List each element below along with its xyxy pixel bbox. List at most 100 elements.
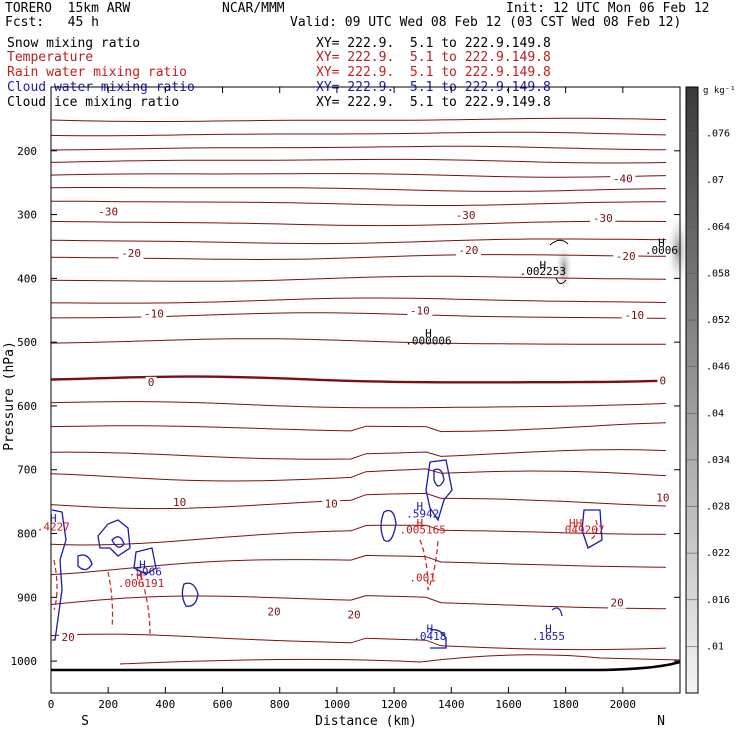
y-tick-label: 800 [17, 528, 37, 541]
maximum-label: H [425, 327, 432, 340]
maximum-label: .000006 [405, 335, 451, 348]
legend-name-temperature: Temperature [7, 50, 94, 65]
temperature-isotherm [50, 492, 667, 510]
north-label: N [657, 714, 665, 729]
temperature-label-bg [608, 597, 627, 609]
colorbar-label: .01 [706, 641, 724, 652]
maximum-label: H [658, 236, 665, 249]
rain-water-contour [139, 573, 151, 635]
temperature-label: 10 [173, 496, 186, 509]
plot-border [50, 86, 681, 694]
rain-water-contour [419, 539, 439, 591]
temperature-isotherm [50, 220, 667, 227]
temperature-label-bg [621, 309, 647, 321]
maximum-label: .001 [409, 571, 436, 584]
temperature-label-bg [455, 244, 481, 256]
maximum-label: HH [569, 517, 582, 530]
maximum-label: H [545, 622, 552, 635]
temperature-isotherm [50, 422, 667, 433]
colorbar-label: .046 [706, 362, 730, 373]
cloud-water-contour [97, 519, 131, 557]
y-tick-label: 400 [17, 272, 37, 285]
cloud-water-contour [133, 547, 157, 575]
colorbar-label: .07 [706, 175, 724, 186]
temperature-label-bg [653, 492, 672, 504]
y-tick-label: 700 [17, 464, 37, 477]
temperature-label: 20 [347, 609, 360, 622]
maximum-label: H [417, 517, 424, 530]
cloud-water-contour [425, 459, 453, 522]
maximum-label: .4227 [37, 520, 70, 533]
maximum-label: .005165 [400, 524, 446, 537]
temperature-label-bg [453, 209, 479, 221]
colorbar: .076 .07 .064 .058 .052 .046 .04 .034 .028 .022 .0… [685, 86, 730, 694]
temperature-label: -10 [144, 308, 164, 321]
colorbar-label: .034 [706, 455, 730, 466]
temperature-label-bg [95, 206, 121, 218]
colorbar-unit: g kg⁻¹ [703, 86, 736, 96]
maximum-label: .5942 [406, 508, 439, 521]
legend-name-snow: Snow mixing ratio [7, 36, 141, 51]
legend-name-rain: Rain water mixing ratio [7, 65, 188, 80]
temperature-label: -30 [593, 212, 613, 225]
x-tick-label: 1800 [552, 698, 579, 711]
model-title: TORERO 15km ARW [5, 1, 131, 16]
rain-water-contour [107, 571, 114, 629]
axes: 0 200 400 600 800 1000 1200 1400 1600 1800 2000200… [11, 86, 680, 711]
x-tick-label: 800 [270, 698, 290, 711]
temperature-label: 20 [610, 597, 623, 610]
cloud-water-contour [51, 509, 67, 641]
colorbar-scale [685, 86, 699, 694]
temperature-label: 10 [656, 491, 669, 504]
colorbar-label: .022 [706, 548, 730, 559]
x-tick-label: 1000 [324, 698, 351, 711]
colorbar-label: .04 [706, 408, 724, 419]
maximum-label: .0006 [645, 244, 678, 257]
x-tick-label: 0 [48, 698, 55, 711]
cloud-water-contour [181, 582, 199, 607]
temperature-isotherm [50, 145, 666, 151]
y-tick-label: 1000 [11, 655, 38, 668]
cloud-water-contours [51, 459, 603, 649]
rain-water-contour [53, 559, 58, 611]
legend-xy-temperature: XY= 222.9. 5.1 to 222.9.149.8 [316, 50, 551, 65]
temperature-isotherm [119, 654, 681, 665]
valid-time: Valid: 09 UTC Wed 08 Feb 12 (03 CST Wed … [290, 15, 682, 30]
maximum-label: H [539, 259, 546, 272]
temperature-label: 20 [267, 606, 280, 619]
temperature-isotherm [50, 338, 667, 345]
temperature-isotherm [50, 131, 667, 137]
temperature-isotherm [50, 633, 667, 651]
maximum-label: .049207 [558, 524, 604, 537]
maximum-label: H [139, 559, 146, 572]
temperature-isotherm [50, 254, 667, 261]
x-tick-label: 1400 [438, 698, 465, 711]
temperature-label: 0 [148, 376, 155, 389]
init-time: Init: 12 UTC Mon 06 Feb 12 [506, 1, 710, 16]
y-tick-label: 600 [17, 400, 37, 413]
temperature-isotherm [50, 275, 667, 282]
center-title: NCAR/MMM [222, 1, 285, 16]
maximum-label: H [50, 512, 57, 525]
temperature-isotherm [50, 238, 666, 245]
maximum-label: .002253 [520, 265, 566, 278]
cloud-water-contour [77, 554, 93, 571]
colorbar-label: .064 [706, 222, 730, 233]
y-tick-label: 200 [17, 145, 37, 158]
temperature-label: 10 [325, 498, 338, 511]
colorbar-label: .058 [706, 268, 730, 279]
rain-water-contours [53, 239, 598, 635]
forecast-hour: Fcst: 45 h [5, 15, 99, 30]
y-tick-label: 500 [17, 336, 37, 349]
temperature-label-bg [265, 606, 284, 618]
temperature-label: 20 [62, 631, 75, 644]
x-tick-label: 600 [213, 698, 233, 711]
legend-xy-snow: XY= 222.9. 5.1 to 222.9.149.8 [316, 36, 551, 51]
temperature-label: -30 [456, 209, 476, 222]
y-axis-title: Pressure (hPa) [2, 341, 17, 451]
cloud-water-contour [581, 509, 603, 549]
temperature-label-bg [145, 376, 157, 388]
temperature-label: -20 [458, 244, 478, 257]
temperature-label: -30 [98, 206, 118, 219]
y-tick-label: 900 [17, 591, 37, 604]
